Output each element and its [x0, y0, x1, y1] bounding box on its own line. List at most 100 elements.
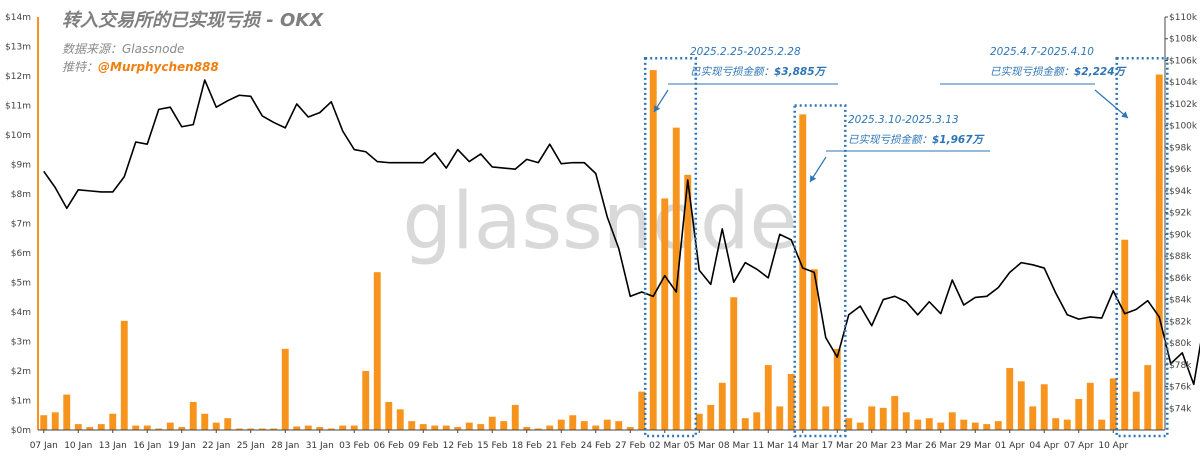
author-prefix: 推特： [62, 60, 99, 74]
bar-83 [994, 421, 1002, 430]
bar-54 [661, 198, 669, 430]
bar-47 [580, 421, 588, 430]
bar-91 [1086, 382, 1094, 430]
bar-27 [350, 425, 358, 430]
bar-14 [201, 413, 209, 430]
right-tick-label: $104k [1169, 78, 1198, 88]
x-tick-label: 12 Feb [443, 441, 474, 451]
right-tick-label: $108k [1169, 35, 1198, 45]
right-tick-label: $82k [1169, 317, 1192, 327]
bar-17 [235, 428, 243, 430]
bar-26 [339, 425, 347, 430]
right-tick-label: $102k [1169, 100, 1198, 110]
bar-5 [97, 424, 105, 430]
x-tick-label: 03 Feb [339, 441, 370, 451]
bar-89 [1063, 419, 1071, 430]
annotation-1-value: $3,885万 [774, 66, 826, 78]
chart-subtitle: 数据来源：Glassnode [62, 42, 185, 56]
highlight-box-2 [793, 104, 847, 438]
x-tick-label: 07 Apr [1064, 441, 1094, 451]
price-line [43, 79, 1200, 386]
bar-58 [707, 404, 715, 430]
annotation-arrow-3 [1094, 89, 1129, 119]
bar-22 [293, 426, 301, 430]
bar-29 [373, 272, 381, 430]
author-credit: 推特：@Murphychen888 [62, 58, 219, 75]
bar-32 [408, 421, 416, 430]
bar-38 [477, 424, 485, 430]
bar-85 [1017, 381, 1025, 430]
bar-46 [569, 415, 577, 430]
bar-73 [879, 407, 887, 431]
right-tick-label: $98k [1169, 143, 1192, 153]
annotation-2-value: $1,967万 [932, 134, 984, 146]
bar-7 [120, 320, 128, 430]
bar-6 [109, 413, 117, 430]
left-tick-label: $0m [11, 426, 31, 436]
bar-79 [948, 412, 956, 430]
bar-64 [776, 406, 784, 430]
bar-40 [500, 421, 508, 430]
x-tick-label: 11 Mar [753, 441, 785, 451]
bar-96 [1144, 365, 1152, 430]
bar-50 [615, 421, 623, 430]
left-tick-label: $14m [5, 13, 31, 23]
bar-18 [247, 428, 255, 430]
bar-76 [914, 419, 922, 430]
bar-51 [626, 427, 634, 430]
bar-0 [40, 415, 48, 430]
x-tick-label: 04 Apr [1029, 441, 1059, 451]
bar-87 [1040, 384, 1048, 430]
bar-67 [810, 269, 818, 430]
x-tick-label: 24 Feb [581, 441, 612, 451]
bar-41 [511, 404, 519, 430]
right-tick-label: $110k [1169, 13, 1198, 23]
bar-28 [362, 371, 370, 430]
x-tick-label: 16 Jan [133, 441, 161, 451]
left-tick-label: $9m [11, 161, 31, 171]
right-tick-label: $84k [1169, 296, 1192, 306]
annotation-1: 2025.2.25-2025.2.28 已实现亏损金额：$3,885万 [690, 46, 825, 79]
bar-34 [431, 425, 439, 430]
x-tick-label: 18 Feb [512, 441, 543, 451]
bar-20 [270, 428, 278, 430]
left-tick-label: $1m [11, 397, 31, 407]
x-tick-label: 23 Mar [891, 441, 923, 451]
bar-10 [155, 428, 163, 430]
bar-95 [1132, 391, 1140, 430]
left-tick-label: $12m [5, 72, 31, 82]
chart-title: 转入交易所的已实现亏损 - OKX [62, 10, 324, 31]
x-tick-label: 22 Jan [202, 441, 230, 451]
x-tick-label: 20 Mar [856, 441, 888, 451]
bar-49 [603, 419, 611, 430]
x-tick-label: 05 Mar [684, 441, 716, 451]
bar-74 [891, 396, 899, 430]
highlight-box-1 [643, 57, 698, 438]
bar-9 [143, 425, 151, 430]
bar-77 [925, 418, 933, 430]
bar-53 [649, 70, 657, 430]
bar-71 [856, 422, 864, 431]
x-tick-label: 13 Jan [99, 441, 127, 451]
bar-92 [1098, 419, 1106, 430]
arrow-head-2 [810, 175, 817, 182]
bar-15 [212, 422, 220, 431]
bar-19 [258, 428, 266, 430]
bar-3 [74, 424, 82, 430]
x-tick-label: 06 Feb [374, 441, 405, 451]
bar-35 [442, 425, 450, 430]
left-tick-label: $7m [11, 220, 31, 230]
annotation-1-range: 2025.2.25-2025.2.28 [690, 46, 801, 58]
annotation-3-label: 已实现亏损金额： [990, 66, 1074, 78]
x-tick-label: 21 Feb [546, 441, 577, 451]
bar-94 [1121, 239, 1129, 430]
x-tick-label: 01 Apr [995, 441, 1025, 451]
bar-21 [281, 348, 289, 431]
right-tick-label: $88k [1169, 252, 1192, 262]
bar-66 [799, 114, 807, 430]
bar-44 [546, 425, 554, 430]
bar-75 [902, 412, 910, 430]
bar-81 [971, 422, 979, 431]
right-tick-label: $100k [1169, 122, 1198, 132]
